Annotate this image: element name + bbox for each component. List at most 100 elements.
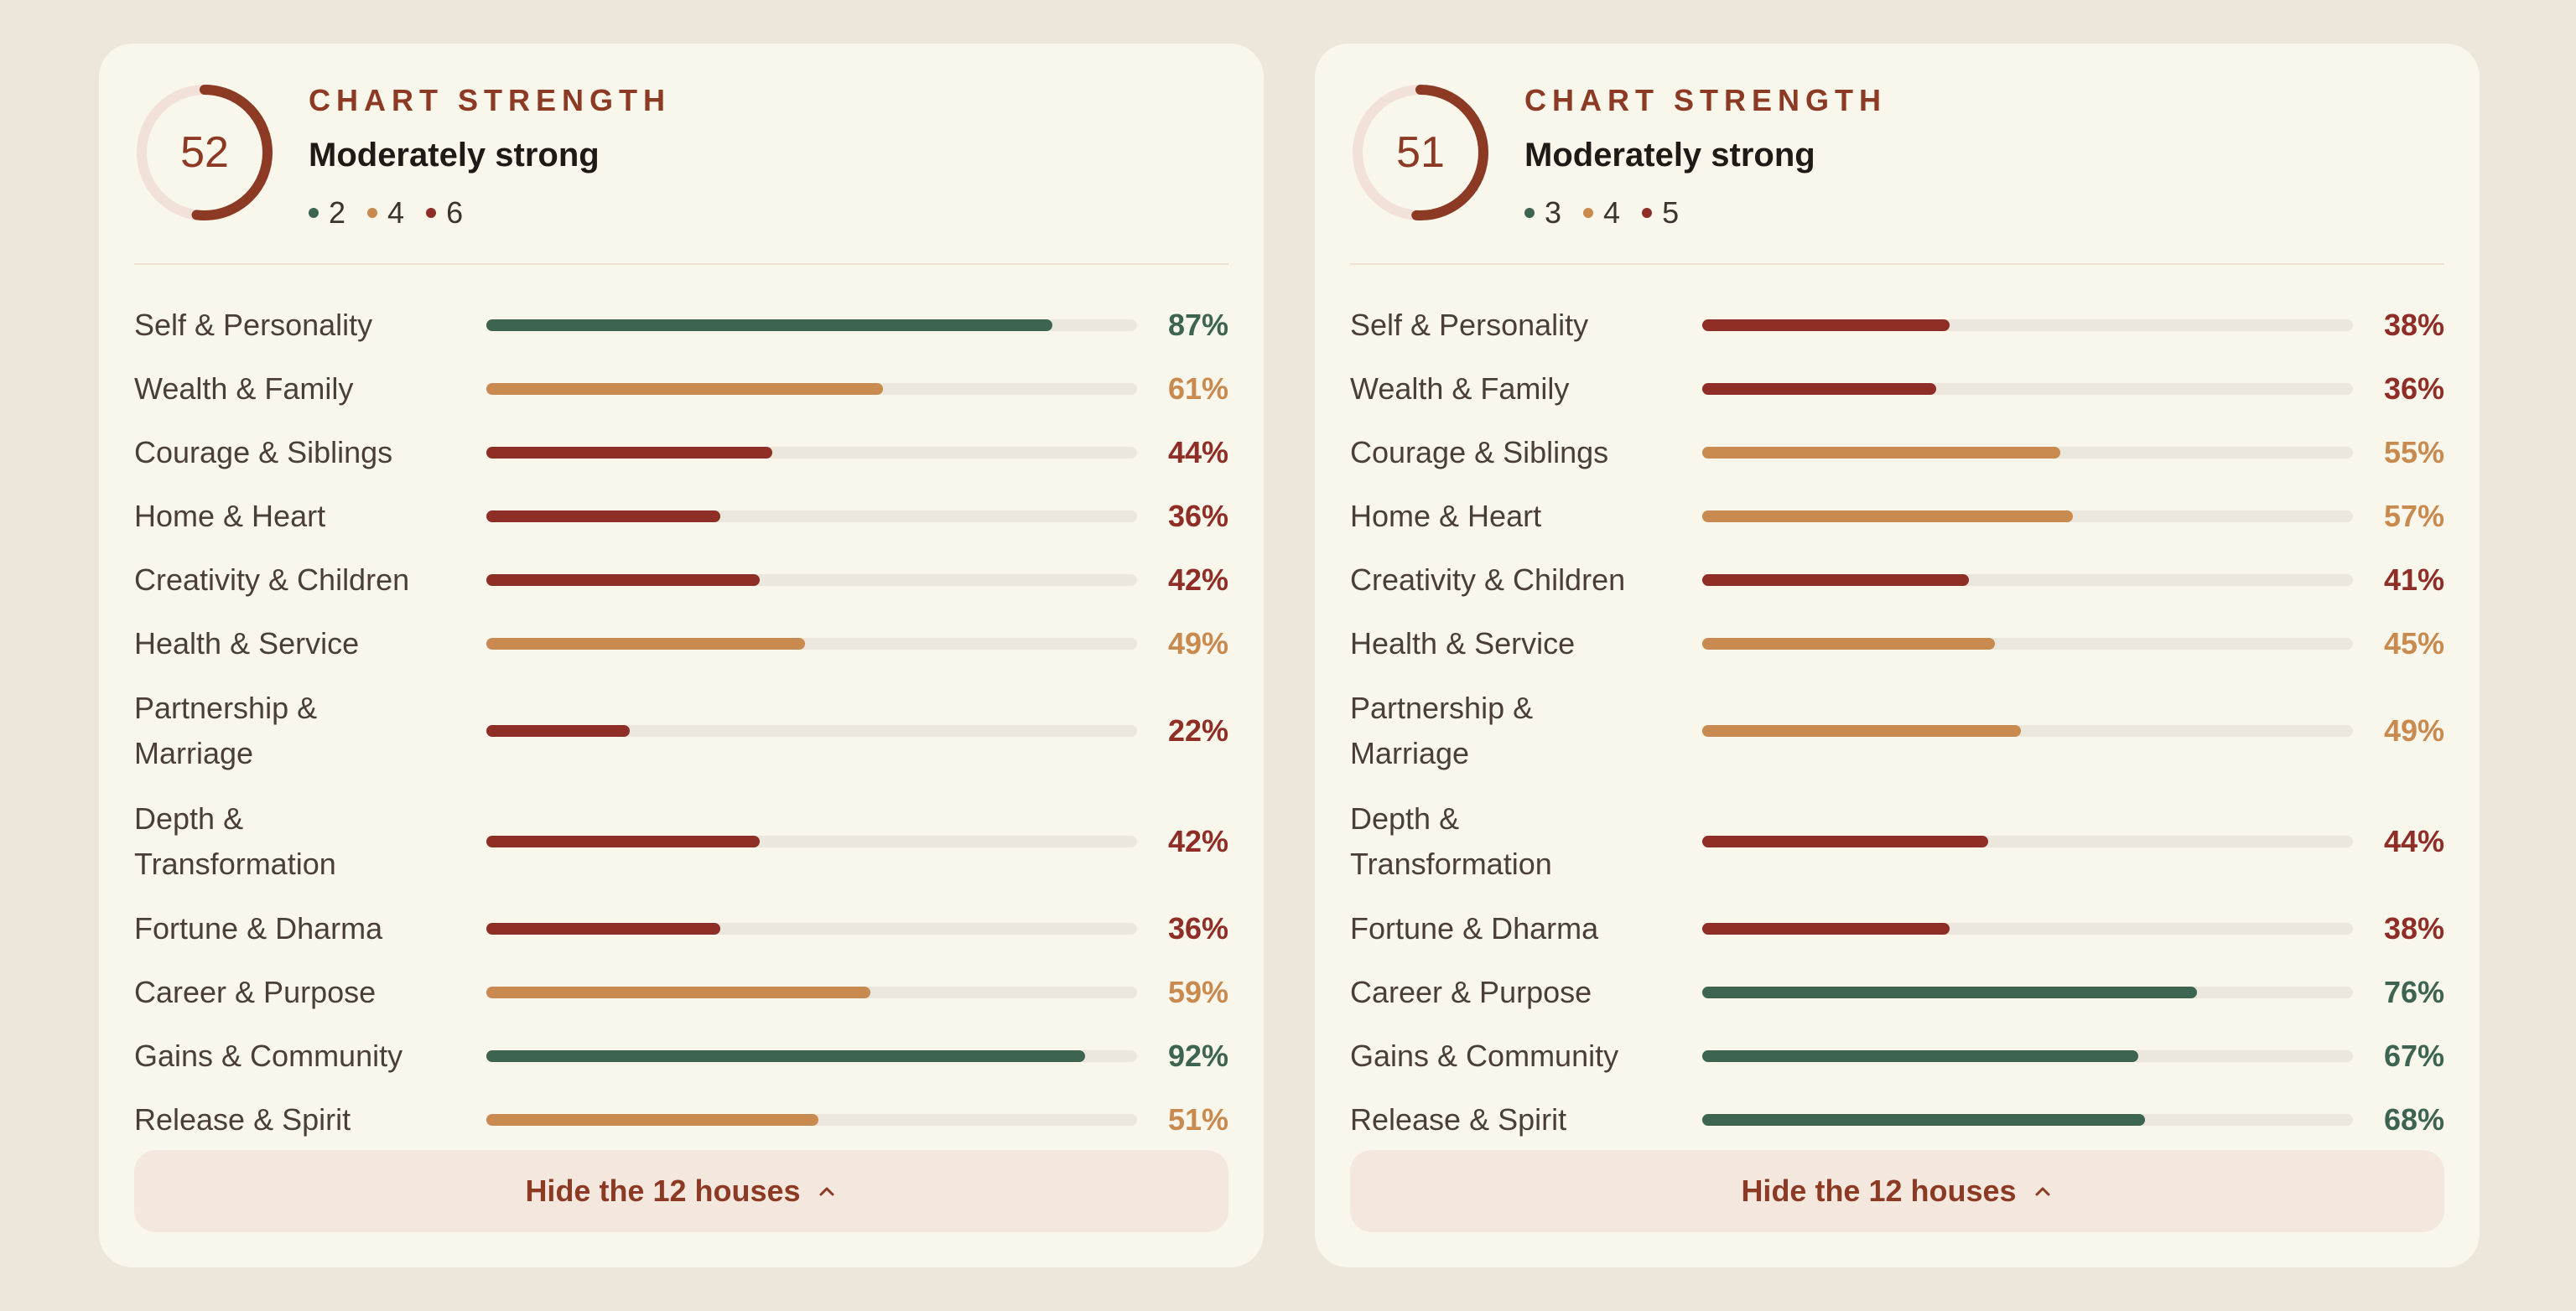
house-row: Depth & Transformation 44%	[1350, 786, 2444, 897]
house-percent: 49%	[2383, 713, 2444, 748]
house-percent: 42%	[1167, 824, 1228, 858]
house-bar-fill	[486, 836, 760, 847]
house-bar-fill	[1702, 1050, 2138, 1062]
house-percent: 59%	[1167, 975, 1228, 1009]
house-percent: 92%	[1167, 1039, 1228, 1073]
house-label: Career & Purpose	[134, 975, 377, 1009]
house-bar-fill	[486, 1114, 818, 1126]
section-kicker: CHART STRENGTH	[1524, 83, 1887, 117]
house-bar-fill	[1702, 638, 1996, 650]
house-bar-track	[486, 1050, 1137, 1062]
house-bar-track	[486, 638, 1137, 650]
card-header: 51 CHART STRENGTH Moderately strong 3 4 5	[1350, 82, 2444, 267]
header-text: CHART STRENGTH Moderately strong 2 4 6	[309, 82, 671, 230]
house-label: Wealth & Family	[1350, 371, 1570, 406]
house-bar-track	[1702, 987, 2353, 998]
house-row: Creativity & Children 42%	[134, 548, 1228, 612]
house-label: Courage & Siblings	[1350, 435, 1609, 469]
tally-medium: 4	[367, 196, 404, 230]
house-bar-track	[1702, 725, 2353, 737]
house-bar-fill	[486, 319, 1053, 331]
house-row: Gains & Community 67%	[1350, 1024, 2444, 1088]
strong-dot-icon	[309, 208, 319, 218]
house-bar-track	[486, 383, 1137, 395]
house-row: Fortune & Dharma 38%	[1350, 897, 2444, 961]
house-bar-fill	[1702, 923, 1950, 935]
house-percent: 44%	[1167, 435, 1228, 469]
card-header: 52 CHART STRENGTH Moderately strong 2 4 6	[134, 82, 1228, 267]
house-row: Self & Personality 38%	[1350, 293, 2444, 357]
hide-houses-button[interactable]: Hide the 12 houses	[1350, 1150, 2444, 1232]
chevron-up-icon	[2035, 1187, 2050, 1196]
house-percent: 67%	[2383, 1039, 2444, 1073]
medium-dot-icon	[367, 208, 378, 218]
house-percent: 38%	[2383, 911, 2444, 946]
house-label: Partnership & Marriage	[134, 691, 318, 770]
strength-tally: 3 4 5	[1524, 196, 1887, 230]
divider	[134, 263, 1228, 265]
house-label: Health & Service	[1350, 626, 1576, 661]
house-label: Depth & Transformation	[1350, 801, 1552, 881]
medium-dot-icon	[1583, 208, 1594, 218]
house-label: Release & Spirit	[1350, 1102, 1567, 1137]
strength-verdict: Moderately strong	[309, 137, 600, 174]
house-bar-fill	[1702, 510, 2074, 522]
tally-count: 3	[1545, 195, 1562, 230]
house-bar-track	[486, 510, 1137, 522]
weak-dot-icon	[426, 208, 437, 218]
house-row: Courage & Siblings 44%	[134, 421, 1228, 484]
house-percent: 36%	[2383, 371, 2444, 406]
house-label: Depth & Transformation	[134, 801, 336, 881]
house-row: Fortune & Dharma 36%	[134, 897, 1228, 961]
strength-score: 51	[1396, 128, 1445, 177]
house-row: Depth & Transformation 42%	[134, 786, 1228, 897]
tally-count: 4	[1603, 195, 1621, 230]
gauge-ring-icon	[137, 85, 273, 220]
house-percent: 22%	[1167, 713, 1228, 748]
house-label: Courage & Siblings	[134, 435, 393, 469]
house-label: Self & Personality	[134, 308, 373, 342]
house-bar-track	[1702, 510, 2353, 522]
house-list: Self & Personality 38% Wealth & Family 36% C…	[1350, 293, 2444, 1152]
house-bar-fill	[486, 923, 721, 935]
house-label: Home & Heart	[1350, 499, 1542, 533]
house-bar-track	[1702, 319, 2353, 331]
house-bar-track	[1702, 574, 2353, 586]
house-percent: 41%	[2383, 562, 2444, 597]
weak-dot-icon	[1642, 208, 1653, 218]
house-bar-track	[486, 447, 1137, 459]
hide-houses-label: Hide the 12 houses	[1741, 1174, 2017, 1208]
house-row: Release & Spirit 51%	[134, 1088, 1228, 1152]
section-kicker: CHART STRENGTH	[309, 83, 671, 117]
hide-houses-button[interactable]: Hide the 12 houses	[134, 1150, 1228, 1232]
strength-verdict: Moderately strong	[1524, 137, 1815, 174]
chevron-up-icon	[819, 1187, 834, 1196]
house-bar-track	[1702, 1050, 2353, 1062]
house-row: Home & Heart 36%	[134, 484, 1228, 548]
tally-strong: 2	[309, 196, 345, 230]
house-bar-track	[1702, 836, 2353, 847]
house-bar-fill	[1702, 383, 1937, 395]
house-bar-track	[486, 574, 1137, 586]
house-label: Career & Purpose	[1350, 975, 1592, 1009]
house-row: Release & Spirit 68%	[1350, 1088, 2444, 1152]
house-label: Creativity & Children	[1350, 562, 1626, 597]
house-bar-fill	[1702, 725, 2022, 737]
house-label: Fortune & Dharma	[134, 911, 383, 946]
house-label: Partnership & Marriage	[1350, 691, 1534, 770]
house-percent: 36%	[1167, 499, 1228, 533]
gauge-ring-icon	[1353, 85, 1488, 220]
house-bar-fill	[486, 638, 806, 650]
house-percent: 68%	[2383, 1102, 2444, 1137]
tally-count: 5	[1662, 195, 1680, 230]
house-percent: 45%	[2383, 626, 2444, 661]
house-percent: 44%	[2383, 824, 2444, 858]
tally-medium: 4	[1583, 196, 1620, 230]
house-bar-fill	[486, 987, 870, 998]
strong-dot-icon	[1524, 208, 1535, 218]
house-bar-fill	[1702, 319, 1950, 331]
house-row: Career & Purpose 59%	[134, 961, 1228, 1024]
